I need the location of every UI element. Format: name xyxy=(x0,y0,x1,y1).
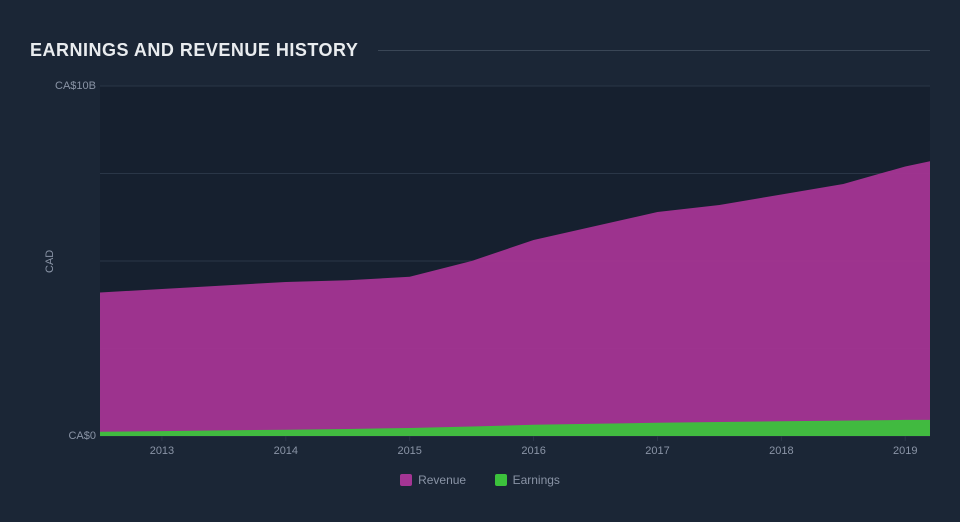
legend-label-revenue: Revenue xyxy=(418,473,466,487)
area-chart xyxy=(30,81,930,481)
x-tick-label: 2014 xyxy=(274,445,298,457)
legend-item-revenue: Revenue xyxy=(400,473,466,487)
chart-container: EARNINGS AND REVENUE HISTORY CA$10B CA$0… xyxy=(0,0,960,522)
y-tick-max: CA$10B xyxy=(36,80,96,92)
chart-title: EARNINGS AND REVENUE HISTORY xyxy=(30,40,358,61)
chart-legend: Revenue Earnings xyxy=(30,473,930,491)
y-tick-min: CA$0 xyxy=(36,430,96,442)
title-row: EARNINGS AND REVENUE HISTORY xyxy=(30,40,930,61)
x-tick-label: 2017 xyxy=(645,445,669,457)
title-rule xyxy=(378,50,930,51)
legend-label-earnings: Earnings xyxy=(513,473,560,487)
x-tick-label: 2013 xyxy=(150,445,174,457)
legend-swatch-revenue xyxy=(400,474,412,486)
x-tick-label: 2015 xyxy=(397,445,421,457)
x-tick-label: 2016 xyxy=(521,445,545,457)
chart-wrap: CA$10B CA$0 CAD 2013 2014 2015 2016 2017 2018… xyxy=(30,81,930,481)
y-axis-title: CAD xyxy=(44,250,56,273)
x-tick-label: 2019 xyxy=(893,445,917,457)
x-tick-label: 2018 xyxy=(769,445,793,457)
legend-item-earnings: Earnings xyxy=(495,473,560,487)
legend-swatch-earnings xyxy=(495,474,507,486)
